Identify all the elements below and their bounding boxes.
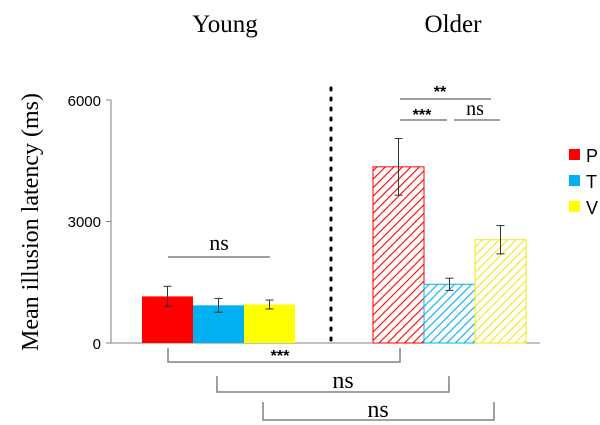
legend-label-p: P bbox=[586, 146, 598, 166]
legend-swatch-p bbox=[569, 149, 580, 160]
older-pv-label: ** bbox=[434, 84, 447, 101]
legend-swatch-t bbox=[569, 175, 580, 186]
error-bar-young-v bbox=[265, 299, 274, 310]
group-title-older: Older bbox=[425, 11, 483, 38]
error-bar-older-p bbox=[394, 137, 403, 196]
bar-older-t bbox=[423, 283, 476, 344]
y-tick-label-3000: 3000 bbox=[68, 214, 101, 231]
cross-v-bracket bbox=[262, 402, 495, 421]
cross-v-label: ns bbox=[367, 397, 388, 423]
older-tv-label: ns bbox=[466, 98, 484, 120]
cross-t-bracket bbox=[216, 376, 450, 393]
cross-p-bracket bbox=[167, 348, 401, 363]
legend-label-t: T bbox=[586, 172, 597, 192]
y-tick-label-6000: 6000 bbox=[68, 93, 101, 110]
bar-young-v bbox=[244, 304, 295, 343]
bar-older-p bbox=[372, 166, 425, 344]
young-ns-label: ns bbox=[209, 230, 229, 255]
legend: P T V bbox=[569, 146, 598, 218]
error-bar-young-p bbox=[163, 285, 172, 308]
legend-swatch-v bbox=[569, 201, 580, 212]
group-title-young: Young bbox=[192, 11, 258, 38]
bar-older-v bbox=[474, 239, 527, 344]
y-tick-label-0: 0 bbox=[93, 336, 101, 353]
older-pt-label: *** bbox=[413, 107, 432, 124]
error-bar-older-t bbox=[445, 277, 454, 291]
cross-p-label: *** bbox=[271, 348, 290, 365]
error-bar-older-v bbox=[496, 225, 505, 255]
cross-t-label: ns bbox=[332, 368, 353, 394]
y-axis-label: Mean illusion latency (ms) bbox=[18, 93, 44, 351]
legend-label-v: V bbox=[586, 198, 598, 218]
error-bar-young-t bbox=[214, 297, 223, 313]
